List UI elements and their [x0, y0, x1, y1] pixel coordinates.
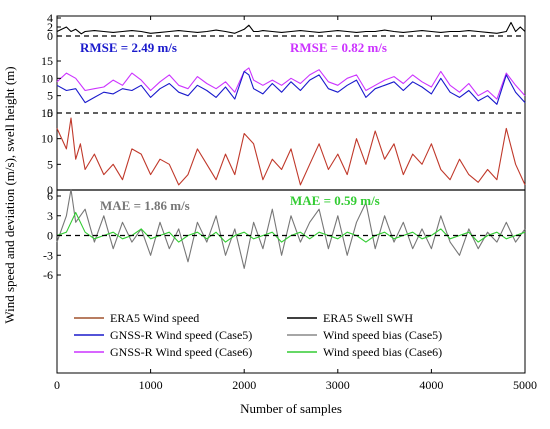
- x-axis-label: Number of samples: [240, 401, 342, 416]
- legend-item: ERA5 Swell SWH: [287, 311, 413, 325]
- y-tick-label: 5: [47, 157, 53, 171]
- y-tick-label: 10: [41, 71, 53, 85]
- annotation-label: RMSE = 0.82 m/s: [290, 40, 387, 55]
- panel-swell: [56, 21, 526, 37]
- x-tick-label: 4000: [419, 378, 443, 392]
- annotation-label: RMSE = 2.49 m/s: [80, 40, 177, 55]
- y-tick-label: -6: [43, 268, 53, 282]
- annotation-label: MAE = 1.86 m/s: [100, 198, 190, 213]
- series-line-era5-era5-wind-speed: [56, 117, 526, 186]
- series-line-wind-gnss-r-wind-speed-case6: [56, 67, 526, 100]
- legend-label: ERA5 Wind speed: [110, 311, 199, 325]
- legend-label: GNSS-R Wind speed (Case5): [110, 328, 252, 342]
- legend-item: Wind speed bias (Case5): [287, 328, 442, 342]
- legend-label: Wind speed bias (Case5): [323, 328, 442, 342]
- y-tick-label: 0: [47, 106, 53, 120]
- y-tick-label: 6: [47, 189, 53, 203]
- x-tick-label: 3000: [326, 378, 350, 392]
- y-tick-label: 0: [47, 29, 53, 43]
- y-tick-label: 15: [41, 54, 53, 68]
- annotations: RMSE = 2.49 m/s RMSE = 0.82 m/s MAE = 1.86…: [80, 40, 387, 213]
- y-tick-label: 0: [47, 183, 53, 197]
- legend-item: Wind speed bias (Case6): [287, 345, 442, 359]
- x-tick-label: 5000: [513, 378, 537, 392]
- panel-wind: [56, 67, 526, 114]
- panel-bias: [56, 188, 526, 269]
- legend-label: Wind speed bias (Case6): [323, 345, 442, 359]
- y-tick-label: 2: [47, 20, 53, 34]
- x-axis: 0 1000 2000 3000 4000 5000: [54, 16, 537, 392]
- y-tick-label: 10: [41, 132, 53, 146]
- plot-frame: [56, 15, 526, 374]
- x-tick-label: 0: [54, 378, 60, 392]
- y-tick-label: 3: [47, 209, 53, 223]
- y-tick-label: 0: [47, 229, 53, 243]
- panel-era5: [56, 117, 526, 191]
- legend-item: GNSS-R Wind speed (Case5): [74, 328, 252, 342]
- legend: ERA5 Wind speed ERA5 Swell SWH GNSS-R Wind…: [74, 311, 442, 359]
- legend-label: GNSS-R Wind speed (Case6): [110, 345, 252, 359]
- y-tick-label: -3: [43, 248, 53, 262]
- x-tick-label: 2000: [232, 378, 256, 392]
- legend-item: ERA5 Wind speed: [74, 311, 199, 325]
- series-line-swell-era5-swell-swh: [56, 21, 526, 35]
- annotation-label: MAE = 0.59 m/s: [290, 193, 380, 208]
- series-line-wind-gnss-r-wind-speed-case5: [56, 70, 526, 105]
- legend-label: ERA5 Swell SWH: [323, 311, 413, 325]
- y-tick-label: 5: [47, 89, 53, 103]
- y-tick-label: 15: [41, 106, 53, 120]
- panels: [56, 21, 526, 269]
- y-axis-label: Wind speed and deviation (m/s), swell he…: [2, 66, 17, 323]
- x-tick-label: 1000: [139, 378, 163, 392]
- legend-item: GNSS-R Wind speed (Case6): [74, 345, 252, 359]
- y-tick-label: 4: [47, 11, 53, 25]
